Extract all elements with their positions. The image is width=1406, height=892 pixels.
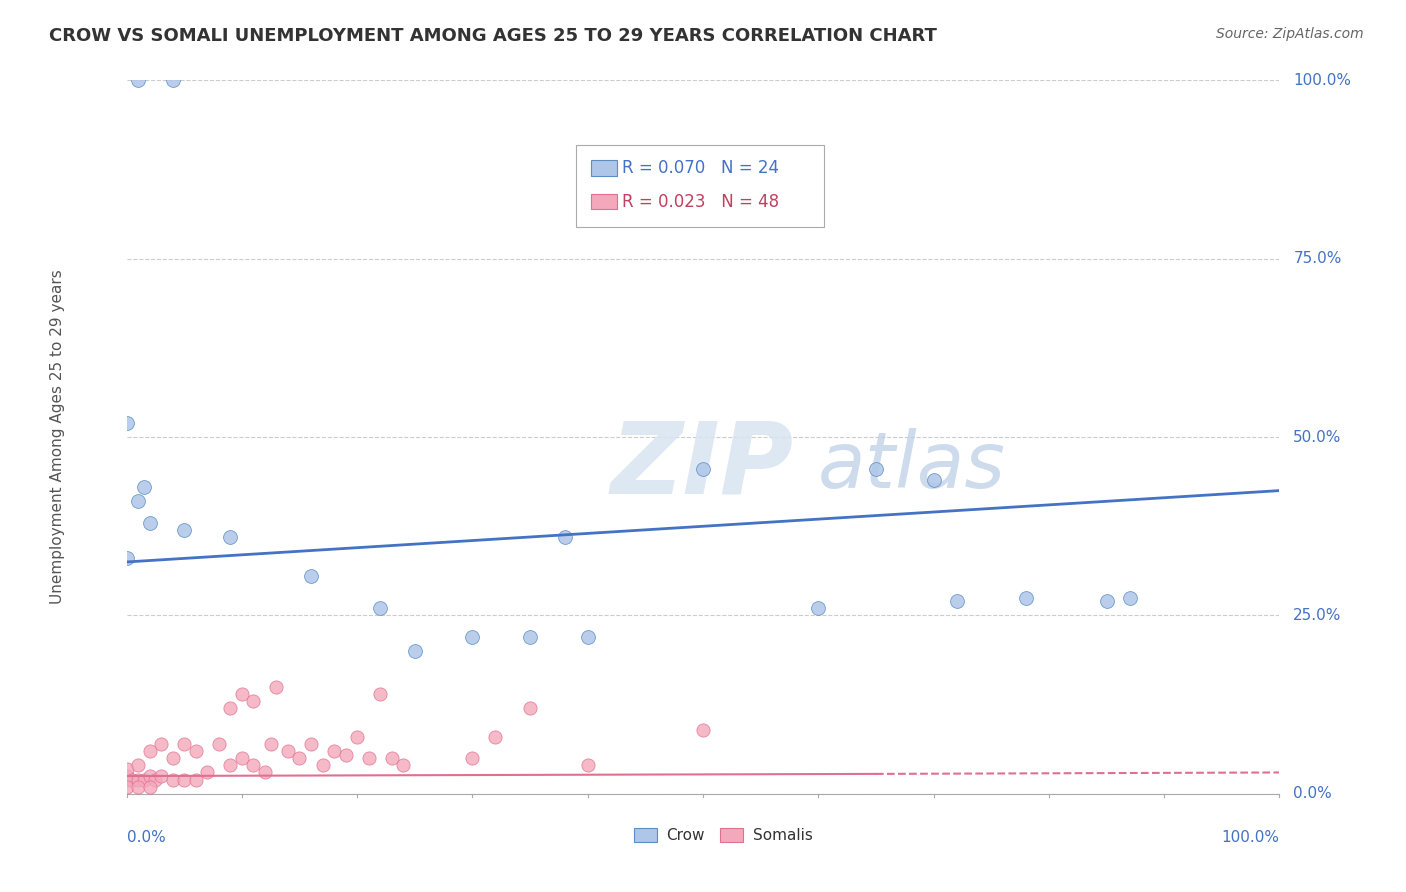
FancyBboxPatch shape	[576, 145, 824, 227]
Point	[807, 601, 830, 615]
Point	[115, 762, 138, 776]
Text: R = 0.070   N = 24: R = 0.070 N = 24	[623, 159, 779, 177]
Text: R = 0.023   N = 48: R = 0.023 N = 48	[623, 193, 779, 211]
Point	[346, 730, 368, 744]
Point	[259, 737, 281, 751]
Point	[162, 751, 184, 765]
Point	[576, 758, 599, 772]
Point	[357, 751, 380, 765]
Point	[519, 701, 541, 715]
Text: Unemployment Among Ages 25 to 29 years: Unemployment Among Ages 25 to 29 years	[49, 269, 65, 605]
Text: ZIP: ZIP	[610, 417, 794, 514]
Point	[173, 523, 195, 537]
Point	[127, 780, 149, 794]
Text: 0.0%: 0.0%	[127, 830, 166, 845]
Point	[1015, 591, 1038, 605]
Point	[368, 687, 391, 701]
Point	[150, 769, 173, 783]
Point	[519, 630, 541, 644]
Point	[311, 758, 333, 772]
Point	[323, 744, 346, 758]
FancyBboxPatch shape	[634, 828, 657, 842]
Point	[299, 737, 322, 751]
Point	[195, 765, 218, 780]
Point	[219, 758, 242, 772]
Point	[132, 480, 155, 494]
Point	[115, 551, 138, 566]
Point	[461, 630, 484, 644]
Point	[231, 751, 253, 765]
Point	[138, 744, 160, 758]
Point	[945, 594, 967, 608]
Point	[173, 737, 195, 751]
Point	[692, 462, 714, 476]
Point	[392, 758, 415, 772]
Point	[381, 751, 404, 765]
Text: atlas: atlas	[818, 427, 1007, 504]
Point	[219, 701, 242, 715]
Point	[162, 772, 184, 787]
Point	[115, 780, 138, 794]
Point	[115, 416, 138, 430]
Point	[231, 687, 253, 701]
Point	[184, 772, 207, 787]
Point	[127, 758, 149, 772]
Point	[404, 644, 426, 658]
Point	[484, 730, 506, 744]
Point	[277, 744, 299, 758]
Text: 25.0%: 25.0%	[1294, 608, 1341, 623]
Point	[138, 780, 160, 794]
Point	[145, 772, 166, 787]
Point	[242, 694, 264, 708]
Point	[127, 494, 149, 508]
Point	[554, 530, 576, 544]
Point	[208, 737, 231, 751]
Point	[184, 744, 207, 758]
Point	[692, 723, 714, 737]
Point	[138, 516, 160, 530]
Point	[219, 530, 242, 544]
Point	[922, 473, 945, 487]
Point	[266, 680, 288, 694]
Point	[162, 73, 184, 87]
Point	[242, 758, 264, 772]
Point	[127, 772, 149, 787]
Text: CROW VS SOMALI UNEMPLOYMENT AMONG AGES 25 TO 29 YEARS CORRELATION CHART: CROW VS SOMALI UNEMPLOYMENT AMONG AGES 2…	[49, 27, 936, 45]
Text: 75.0%: 75.0%	[1294, 252, 1341, 266]
Point	[865, 462, 887, 476]
Point	[253, 765, 276, 780]
Text: Crow: Crow	[666, 828, 704, 843]
Point	[288, 751, 311, 765]
FancyBboxPatch shape	[591, 194, 617, 210]
Point	[115, 769, 138, 783]
Point	[121, 772, 143, 787]
Text: Somalis: Somalis	[752, 828, 813, 843]
Point	[1095, 594, 1118, 608]
Point	[576, 630, 599, 644]
Point	[150, 737, 173, 751]
Point	[138, 769, 160, 783]
Point	[299, 569, 322, 583]
Text: 100.0%: 100.0%	[1294, 73, 1351, 87]
Point	[335, 747, 357, 762]
FancyBboxPatch shape	[720, 828, 744, 842]
Point	[127, 73, 149, 87]
Text: 50.0%: 50.0%	[1294, 430, 1341, 444]
Point	[115, 772, 138, 787]
Point	[173, 772, 195, 787]
FancyBboxPatch shape	[591, 161, 617, 176]
Text: 0.0%: 0.0%	[1294, 787, 1331, 801]
Point	[368, 601, 391, 615]
Text: Source: ZipAtlas.com: Source: ZipAtlas.com	[1216, 27, 1364, 41]
Point	[132, 772, 155, 787]
Text: 100.0%: 100.0%	[1222, 830, 1279, 845]
Point	[461, 751, 484, 765]
Point	[1118, 591, 1140, 605]
